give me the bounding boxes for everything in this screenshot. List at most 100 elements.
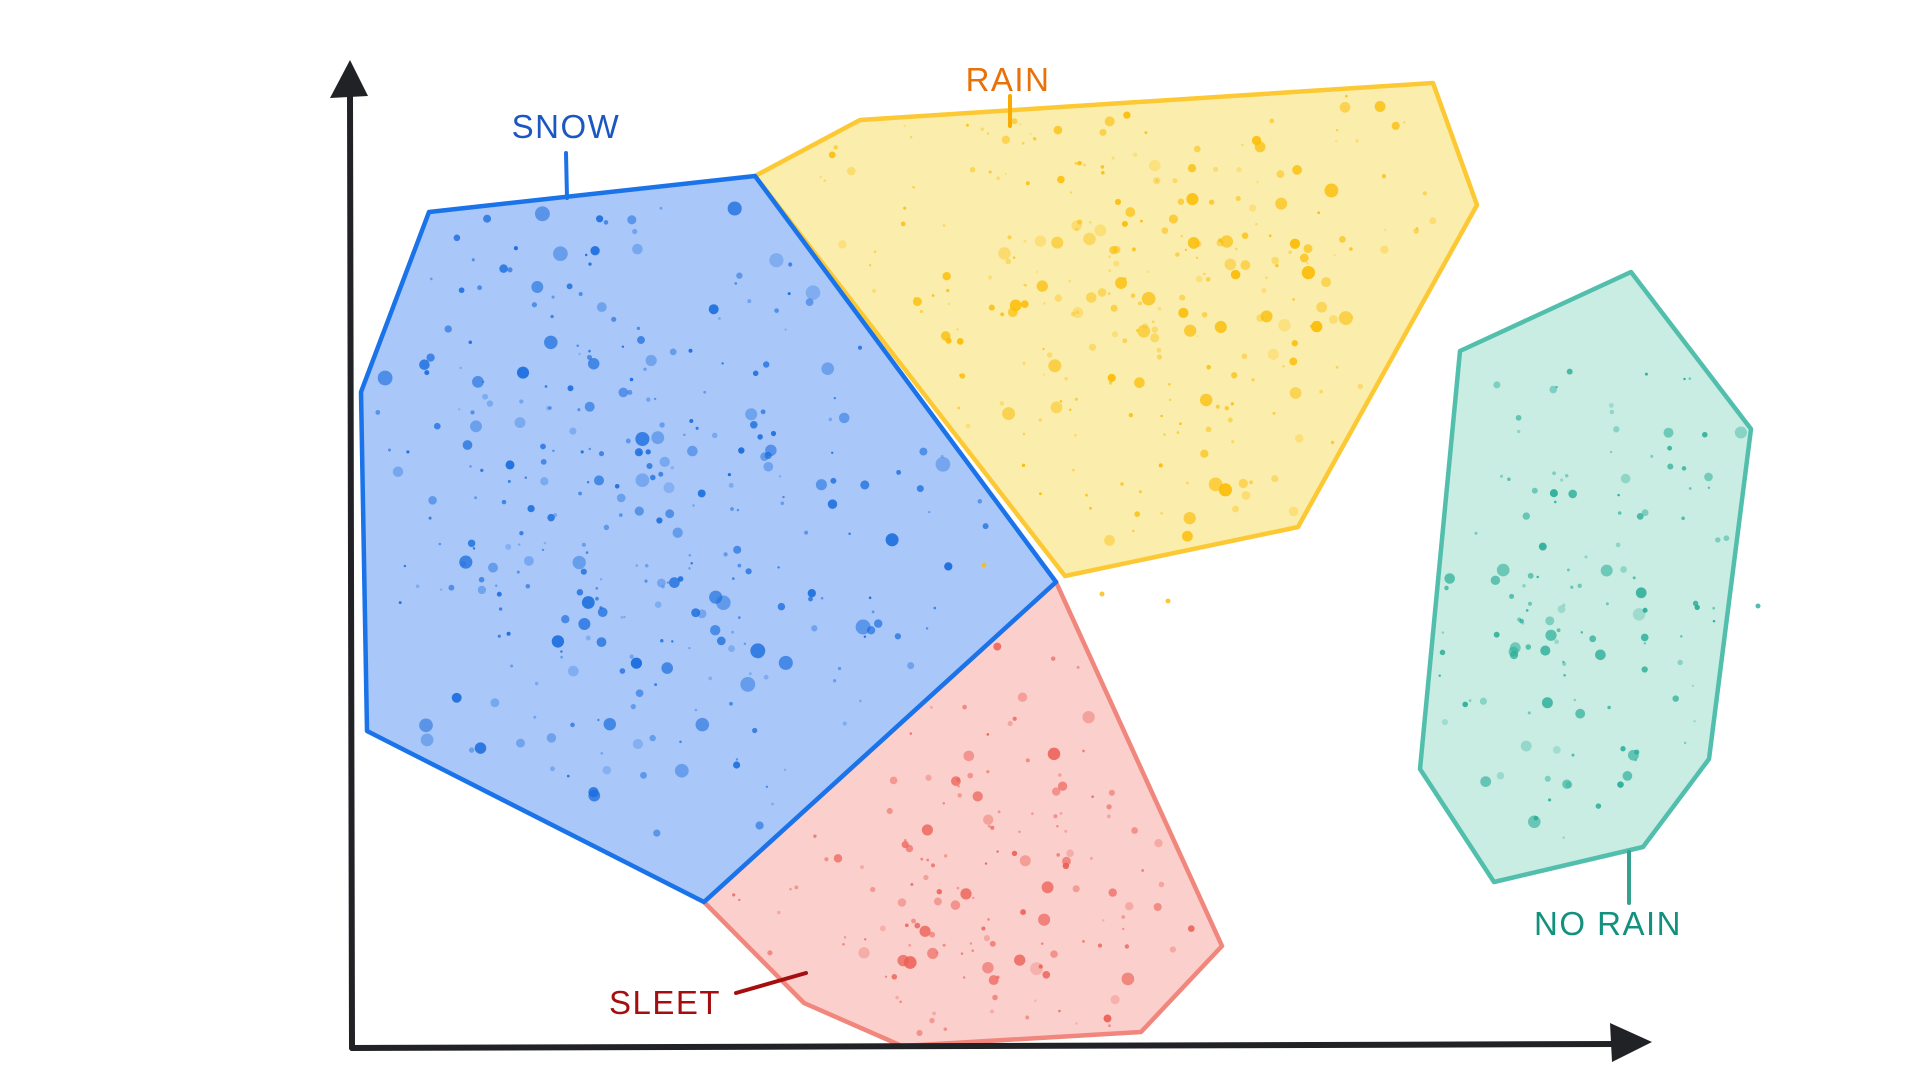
sleet-point xyxy=(929,931,936,938)
snow-point xyxy=(597,718,600,722)
no-rain-point xyxy=(1640,633,1649,642)
rain-point xyxy=(1231,440,1235,444)
snow-point xyxy=(477,585,487,595)
no-rain-point xyxy=(1712,619,1716,623)
rain-point xyxy=(1137,301,1143,306)
rain-point xyxy=(980,127,984,131)
rain-point xyxy=(1205,277,1211,282)
snow-point xyxy=(470,420,482,433)
snow-point xyxy=(736,508,740,512)
sleet-label-tick xyxy=(734,971,808,995)
snow-point xyxy=(653,397,657,401)
snow-point xyxy=(774,308,779,313)
no-rain-point xyxy=(1520,740,1532,752)
sleet-point xyxy=(972,791,983,802)
snow-point xyxy=(656,517,663,524)
sleet-point xyxy=(932,1011,936,1016)
snow-point xyxy=(632,228,638,235)
rain-point xyxy=(1321,277,1332,288)
snow-point xyxy=(855,619,871,635)
no-rain-point xyxy=(1509,642,1521,654)
rain-point xyxy=(969,166,976,173)
snow-point xyxy=(580,450,584,454)
no-rain-point xyxy=(1438,674,1441,677)
no-rain-point xyxy=(1554,639,1559,644)
rain-point xyxy=(986,132,990,135)
no-rain-point xyxy=(1570,585,1574,589)
rain-point xyxy=(1057,175,1065,184)
rain-point xyxy=(1024,284,1028,287)
rain-point xyxy=(1121,220,1128,227)
snow-point xyxy=(546,733,557,743)
rain-point xyxy=(1403,121,1406,124)
sleet-point xyxy=(1058,1009,1061,1013)
rain-point xyxy=(1201,311,1208,318)
sleet-point xyxy=(1038,964,1043,969)
rain-point xyxy=(1381,174,1387,179)
sleet-point xyxy=(923,874,929,881)
sleet-point xyxy=(914,922,921,929)
rain-point xyxy=(1234,247,1238,251)
snow-point xyxy=(763,461,774,472)
snow-point xyxy=(600,752,604,755)
rain-point xyxy=(1179,294,1186,301)
no-rain-point xyxy=(1615,542,1621,548)
sleet-point xyxy=(777,910,781,915)
snow-point xyxy=(748,672,752,676)
no-rain-point xyxy=(1480,776,1492,787)
sleet-point xyxy=(935,951,939,955)
rain-point xyxy=(1292,165,1302,175)
snow-point xyxy=(534,206,550,222)
snow-point xyxy=(666,581,670,584)
rain-point xyxy=(1109,245,1118,255)
rain-point xyxy=(1248,204,1257,212)
snow-point xyxy=(646,462,653,470)
no-rain-point xyxy=(1555,385,1558,389)
snow-point xyxy=(694,708,698,712)
no-rain-point xyxy=(1441,631,1445,634)
snow-point xyxy=(598,451,605,457)
snow-point xyxy=(513,246,518,251)
rain-point xyxy=(912,297,922,307)
sleet-point xyxy=(1053,814,1058,819)
rain-point xyxy=(942,224,946,228)
no-rain-point xyxy=(1509,593,1515,599)
no-rain-point xyxy=(1527,601,1533,606)
snow-point xyxy=(868,596,872,600)
snow-point xyxy=(644,563,649,568)
snow-point xyxy=(496,591,502,597)
snow-point xyxy=(510,664,514,668)
snow-point xyxy=(940,454,944,458)
snow-point xyxy=(392,466,404,477)
snow-point xyxy=(488,562,498,573)
rain-point xyxy=(1160,414,1163,418)
snow-point xyxy=(745,408,758,421)
no-rain-point xyxy=(1573,698,1577,702)
snow-point xyxy=(933,606,937,610)
snow-point xyxy=(717,317,721,320)
sleet-point xyxy=(1050,656,1056,661)
no-rain-point xyxy=(1439,649,1446,656)
snow-point xyxy=(832,679,837,683)
no-rain-outlier-point xyxy=(1755,603,1761,609)
rain-point xyxy=(1294,434,1304,443)
snow-point xyxy=(578,618,591,630)
snow-point xyxy=(438,542,442,546)
sleet-point xyxy=(858,947,870,959)
rain-point xyxy=(1130,293,1136,298)
snow-point xyxy=(831,451,834,454)
snow-point xyxy=(506,631,511,636)
rain-point xyxy=(1374,101,1386,112)
sleet-point xyxy=(889,776,898,785)
rain-point xyxy=(1073,433,1077,437)
snow-point xyxy=(611,316,617,322)
rain-point xyxy=(1083,232,1096,246)
snow-point xyxy=(541,548,545,552)
no-rain-point xyxy=(1507,477,1511,481)
rain-point xyxy=(1034,235,1047,247)
rain-point xyxy=(1216,239,1224,247)
snow-point xyxy=(474,496,478,500)
snow-point xyxy=(827,499,838,509)
sleet-point xyxy=(982,961,994,974)
rain-point xyxy=(1328,314,1338,324)
